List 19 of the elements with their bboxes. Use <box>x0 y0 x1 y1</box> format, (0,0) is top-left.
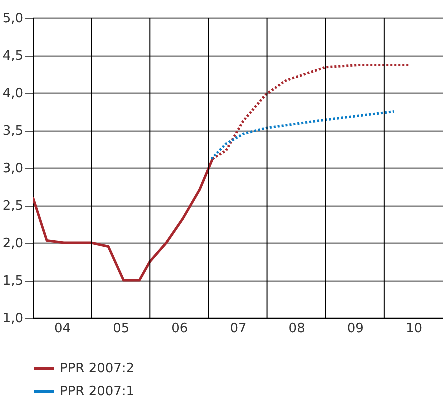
y-tick-label: 4,5 <box>2 49 24 64</box>
line-series <box>210 110 396 160</box>
y-tick-label: 5,0 <box>2 12 24 26</box>
y-tick-label: 3,5 <box>2 124 24 139</box>
y-tick-label: 2,5 <box>2 199 24 214</box>
y-tick-label: 2,0 <box>2 236 24 252</box>
x-tick-label: 04 <box>54 322 72 336</box>
y-tick-label: 1,5 <box>2 274 24 289</box>
y-tick-label: 1,0 <box>2 312 24 326</box>
x-tick-label: 08 <box>288 322 306 336</box>
legend-label: PPR 2007:2 <box>60 362 135 376</box>
x-tick-label: 05 <box>113 322 130 336</box>
x-tick-label: 09 <box>347 322 364 336</box>
y-tick-label: 4,0 <box>2 86 24 102</box>
x-tick-label: 07 <box>230 322 247 336</box>
x-tick-label: 06 <box>172 322 188 336</box>
x-tick-label: 10 <box>406 322 422 336</box>
y-tick-label: 3,0 <box>2 162 24 176</box>
legend-label: PPR 2007:1 <box>60 384 135 400</box>
